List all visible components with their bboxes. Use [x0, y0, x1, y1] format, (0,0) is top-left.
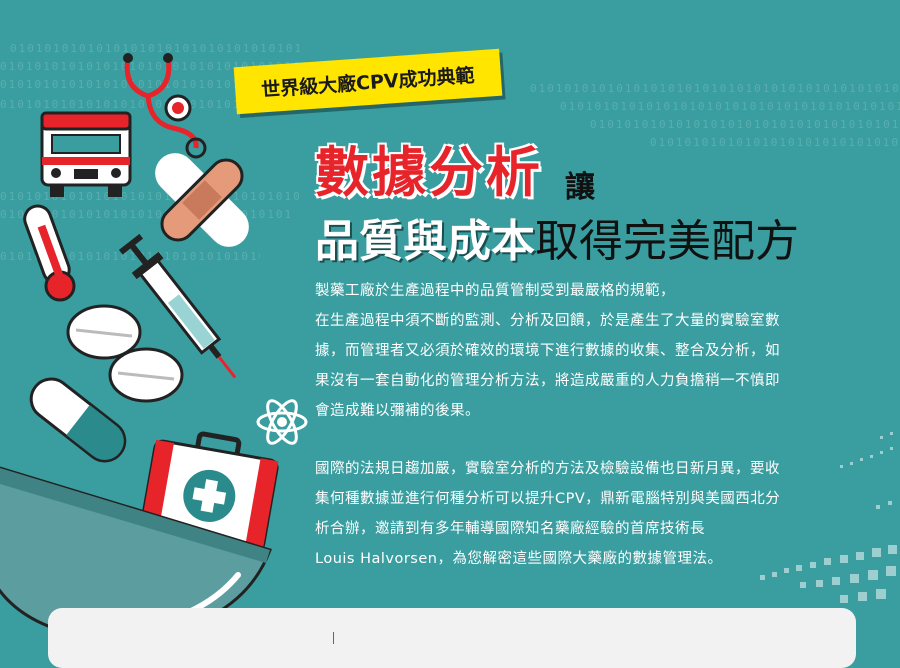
paragraph-line: 集何種數據並進行何種分析可以提升CPV，鼎新電腦特別與美國西北分: [315, 491, 781, 507]
headline-rest: 取得完美配方: [535, 216, 799, 267]
syringe-icon: [118, 233, 237, 379]
card-divider: [333, 632, 334, 644]
headline-connector: 讓: [565, 170, 595, 205]
binary-pattern: 0101010101010101010101010101010101010101…: [530, 82, 900, 95]
binary-pattern: 0101010101010101010101010101010101010101…: [10, 42, 300, 55]
paragraph-line: 果沒有一套自動化的管理分析方法，將造成嚴重的人力負擔稍一不慎即: [315, 373, 780, 389]
bottom-card: [48, 608, 856, 668]
paragraph-line: 在生產過程中須不斷的監測、分析及回饋，於是產生了大量的實驗室數: [315, 313, 780, 329]
headline-emphasis: 品質與成本: [315, 216, 535, 267]
stethoscope-icon: [123, 53, 207, 159]
ambulance-icon: [40, 111, 132, 197]
capsule-icon: [29, 377, 127, 463]
paragraph-line: 析合辦，邀請到有多年輔導國際知名藥廠經驗的首席技術長: [315, 521, 705, 537]
paragraph-line: 製藥工廠於生產過程中的品質管制受到最嚴格的規範，: [315, 283, 675, 299]
binary-pattern: 0101010101010101010101010101010101010101…: [650, 136, 900, 149]
paragraph-line: 會造成難以彌補的後果。: [315, 403, 480, 419]
intro-paragraph: 製藥工廠於生產過程中的品質管制受到最嚴格的規範， 在生產過程中須不斷的監測、分析…: [315, 276, 850, 426]
pill-icon: [66, 304, 142, 360]
atom-icon: [256, 399, 308, 445]
paragraph-line: 國際的法規日趨加嚴，實驗室分析的方法及檢驗設備也日新月異，要收: [315, 461, 780, 477]
dots-decoration: [760, 432, 897, 603]
binary-pattern: 0101010101010101010101010101010101010101…: [560, 100, 900, 113]
headline-highlight: 數據分析: [315, 141, 543, 204]
detail-paragraph: 國際的法規日趨加嚴，實驗室分析的方法及檢驗設備也日新月異，要收 集何種數據並進行…: [315, 454, 850, 574]
binary-pattern: 0101010101010101010101010101010101010101…: [590, 118, 900, 131]
binary-pattern: 0101010101010101010101010101010101010101…: [0, 60, 310, 73]
headline-subtitle: 品質與成本取得完美配方: [315, 205, 799, 269]
pill-icon: [108, 347, 184, 403]
thermometer-icon: [23, 204, 76, 302]
paragraph-line: 據，而管理者又必須於確效的環境下進行數據的收集、整合及分析，如: [315, 343, 780, 359]
bandage-icon: [155, 153, 249, 247]
paragraph-line: Louis Halvorsen，為您解密這些國際大藥廠的數據管理法。: [315, 551, 723, 567]
